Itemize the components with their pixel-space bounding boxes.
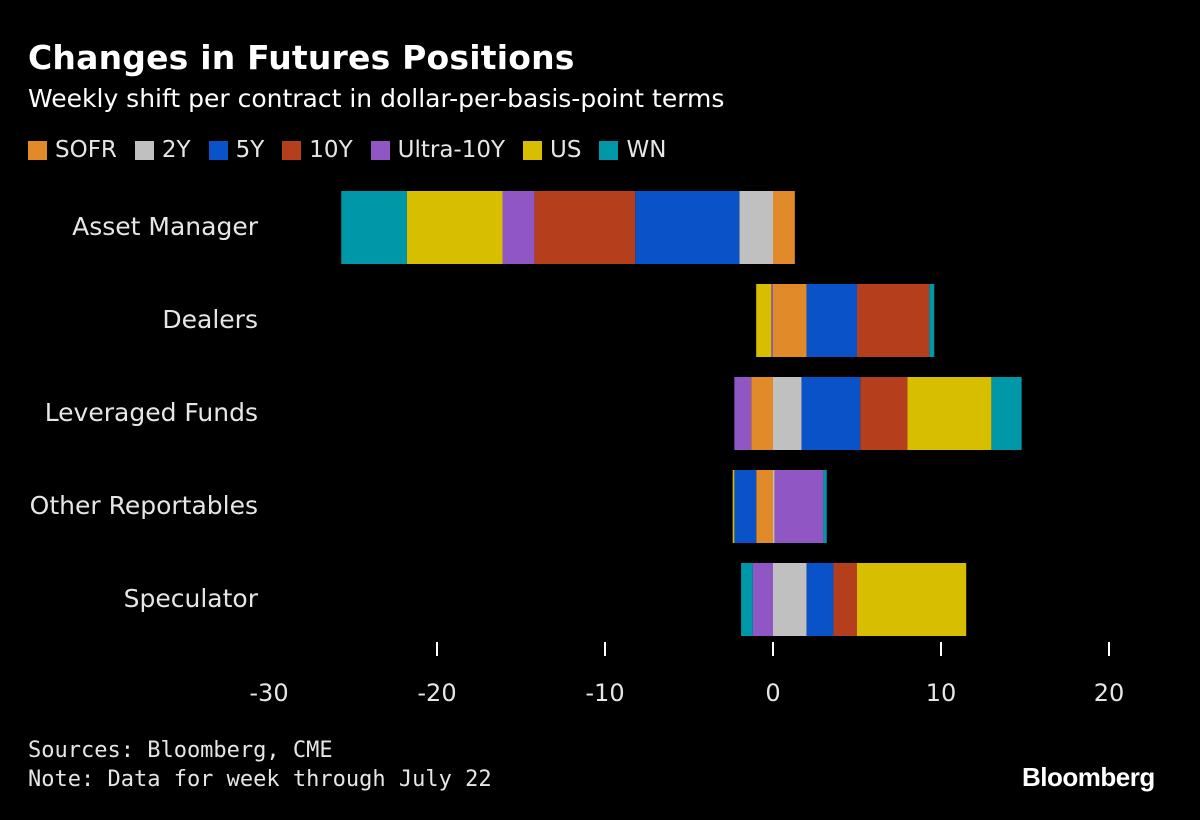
bar-segment-wn bbox=[929, 284, 935, 357]
legend-swatch bbox=[208, 140, 228, 160]
legend-swatch bbox=[28, 140, 47, 160]
bar-segment-10y bbox=[534, 191, 636, 264]
legend-label: 10Y bbox=[309, 137, 353, 163]
bar-segment-sofr bbox=[773, 284, 807, 357]
legend-swatch bbox=[134, 140, 154, 160]
bar-segment-wn bbox=[991, 377, 1022, 450]
legend-item-5y: 5Y bbox=[208, 137, 265, 163]
bar-group bbox=[341, 191, 1022, 636]
legend-label: 2Y bbox=[161, 137, 191, 163]
legend-item-us: US bbox=[523, 137, 581, 163]
bar-segment-sofr bbox=[751, 377, 773, 450]
legend-item-wn: WN bbox=[599, 137, 666, 163]
category-label: Asset Manager bbox=[72, 211, 258, 241]
legend-swatch bbox=[599, 140, 619, 160]
legend-item-10y: 10Y bbox=[282, 137, 353, 163]
x-tick-label: 10 bbox=[926, 679, 957, 707]
bar-segment-ultra-10y bbox=[771, 284, 773, 357]
bar-segment-5y bbox=[801, 377, 861, 450]
legend-item-ultra-10y: Ultra-10Y bbox=[370, 137, 506, 163]
x-tick-label: 0 bbox=[765, 679, 780, 707]
bar-segment-wn bbox=[741, 563, 753, 636]
bar-segment-10y bbox=[857, 284, 930, 357]
sources-note: Sources: Bloomberg, CME bbox=[28, 738, 333, 763]
legend-label: US bbox=[550, 137, 582, 163]
legend-label: WN bbox=[626, 137, 667, 163]
category-label: Other Reportables bbox=[29, 490, 258, 520]
bar-segment-2y bbox=[773, 470, 775, 543]
bar-segment-10y bbox=[833, 563, 857, 636]
bar-segment-ultra-10y bbox=[734, 377, 752, 450]
legend-label: SOFR bbox=[55, 137, 117, 163]
legend-label: 5Y bbox=[235, 137, 265, 163]
bar-segment-sofr bbox=[756, 470, 773, 543]
bar-segment-us bbox=[857, 563, 967, 636]
legend-label: Ultra-10Y bbox=[397, 137, 506, 163]
x-tick-label: -10 bbox=[585, 679, 624, 707]
bar-segment-5y bbox=[635, 191, 740, 264]
x-tick-label: -20 bbox=[417, 679, 456, 707]
bar-segment-ultra-10y bbox=[502, 191, 535, 264]
bar-segment-us bbox=[756, 284, 772, 357]
bar-segment-us bbox=[732, 470, 735, 543]
x-axis: -30 -20 -10 0 10 20 bbox=[249, 642, 1124, 707]
bar-segment-2y bbox=[773, 377, 802, 450]
bar-segment-5y bbox=[806, 284, 857, 357]
bar-segment-10y bbox=[860, 377, 908, 450]
x-tick-label: 20 bbox=[1094, 679, 1125, 707]
legend-item-sofr: SOFR bbox=[28, 137, 117, 163]
legend-item-2y: 2Y bbox=[134, 137, 191, 163]
bar-segment-2y bbox=[739, 191, 773, 264]
legend-swatch bbox=[523, 140, 543, 160]
legend-swatch bbox=[370, 140, 390, 160]
bar-segment-5y bbox=[734, 470, 757, 543]
bar-segment-us bbox=[406, 191, 503, 264]
chart-title: Changes in Futures Positions bbox=[28, 38, 575, 77]
category-label: Dealers bbox=[162, 304, 258, 334]
legend-swatch bbox=[282, 140, 302, 160]
bar-segment-wn bbox=[341, 191, 407, 264]
category-label: Leveraged Funds bbox=[44, 397, 258, 427]
bar-segment-5y bbox=[806, 563, 834, 636]
chart-subtitle: Weekly shift per contract in dollar-per-… bbox=[28, 84, 725, 113]
bar-segment-ultra-10y bbox=[774, 470, 824, 543]
chart-legend: SOFR 2Y 5Y 10Y Ultra-10Y US WN bbox=[28, 137, 684, 163]
data-note: Note: Data for week through July 22 bbox=[28, 767, 492, 792]
bar-segment-2y bbox=[773, 563, 807, 636]
category-label: Speculator bbox=[123, 583, 258, 613]
bar-segment-us bbox=[907, 377, 992, 450]
bar-segment-sofr bbox=[773, 191, 795, 264]
x-tick-label: -30 bbox=[249, 679, 288, 707]
bar-segment-ultra-10y bbox=[752, 563, 773, 636]
bloomberg-logo: Bloomberg bbox=[1022, 762, 1155, 792]
bar-segment-wn bbox=[823, 470, 827, 543]
